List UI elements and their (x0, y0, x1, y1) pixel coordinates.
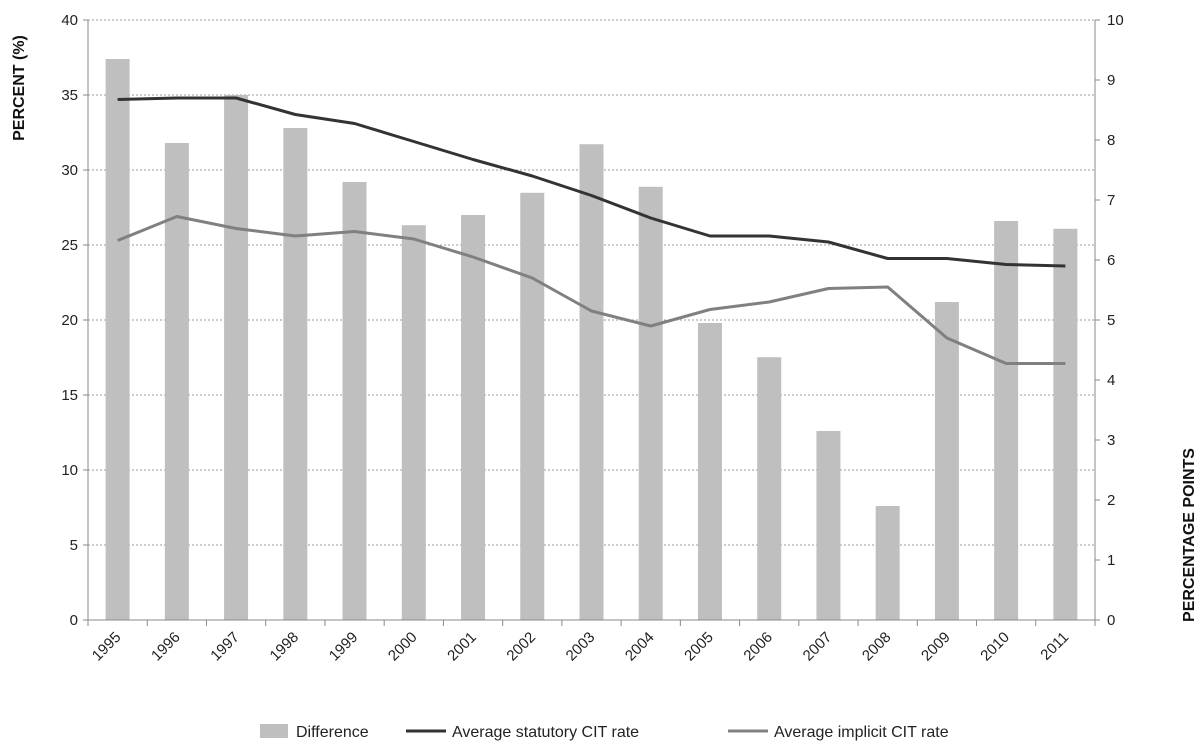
x-tick-label: 1996 (148, 629, 184, 665)
legend-swatch-difference (260, 724, 288, 738)
y2-tick-label: 8 (1107, 132, 1115, 149)
x-tick-label: 2007 (800, 629, 836, 665)
y2-tick-label: 1 (1107, 552, 1115, 569)
x-tick-label: 1997 (207, 629, 243, 665)
bar-difference-2001 (461, 215, 486, 620)
x-tick-label: 1998 (267, 629, 303, 665)
y-tick-label: 0 (70, 612, 78, 629)
x-tick-label: 2003 (563, 629, 599, 665)
y-tick-label: 15 (61, 387, 78, 404)
legend: Difference Average statutory CIT rate Av… (260, 724, 949, 741)
x-tick-label: 2004 (622, 629, 658, 665)
line-implicit (117, 215, 1066, 365)
y-axis-title: PERCENT (%) (11, 35, 28, 141)
bar-difference-2004 (638, 186, 663, 621)
bar-difference-2011 (1053, 228, 1078, 621)
y2-axis-title: PERCENTAGE POINTS (1181, 448, 1198, 622)
bars-difference (105, 59, 1078, 621)
y-tick-label: 25 (61, 237, 78, 254)
bar-difference-2008 (875, 506, 900, 620)
x-tick-label: 2010 (977, 629, 1013, 665)
x-tick-label: 2011 (1037, 629, 1072, 664)
y-tick-label: 40 (61, 12, 78, 29)
bar-difference-2010 (994, 221, 1019, 620)
bar-difference-1998 (283, 128, 308, 620)
bar-difference-2007 (816, 431, 841, 620)
y2-tick-label: 5 (1107, 312, 1115, 329)
x-tick-label: 2002 (503, 629, 539, 665)
y2-tick-label: 6 (1107, 252, 1115, 269)
y-tick-label: 5 (70, 537, 78, 554)
legend-label-statutory: Average statutory CIT rate (452, 724, 639, 741)
bar-difference-2000 (401, 225, 426, 620)
y2-tick-label: 4 (1107, 372, 1115, 389)
bar-difference-2002 (520, 192, 545, 621)
line-statutory (117, 96, 1066, 268)
y2-tick-label: 3 (1107, 432, 1115, 449)
legend-label-implicit: Average implicit CIT rate (774, 724, 949, 741)
axes (83, 19, 1100, 626)
bar-difference-1996 (164, 143, 189, 620)
bar-difference-1997 (224, 95, 249, 620)
bar-difference-2009 (934, 302, 959, 620)
y2-tick-label: 9 (1107, 72, 1115, 89)
bar-difference-1995 (105, 59, 130, 620)
x-tick-label: 1999 (326, 629, 362, 665)
bar-difference-1999 (342, 182, 367, 620)
y-tick-label: 35 (61, 87, 78, 104)
x-tick-label: 2005 (681, 629, 717, 665)
series-lines (117, 96, 1066, 365)
y-tick-label: 10 (61, 462, 78, 479)
y2-tick-label: 0 (1107, 612, 1115, 629)
y-tick-label: 20 (61, 312, 78, 329)
bar-difference-2005 (697, 323, 722, 620)
bar-difference-2006 (757, 357, 782, 620)
x-tick-label: 2001 (444, 629, 480, 665)
y2-tick-label: 10 (1107, 12, 1124, 29)
x-tick-label: 2000 (385, 629, 421, 665)
y-tick-label: 30 (61, 162, 78, 179)
x-tick-label: 2006 (740, 629, 776, 665)
y2-tick-label: 7 (1107, 192, 1115, 209)
legend-label-difference: Difference (296, 724, 369, 741)
x-tick-label: 2008 (859, 629, 895, 665)
bar-difference-2003 (579, 144, 604, 620)
x-tick-label: 2009 (918, 629, 954, 665)
x-tick-label: 1995 (89, 629, 125, 665)
y2-tick-label: 2 (1107, 492, 1115, 509)
